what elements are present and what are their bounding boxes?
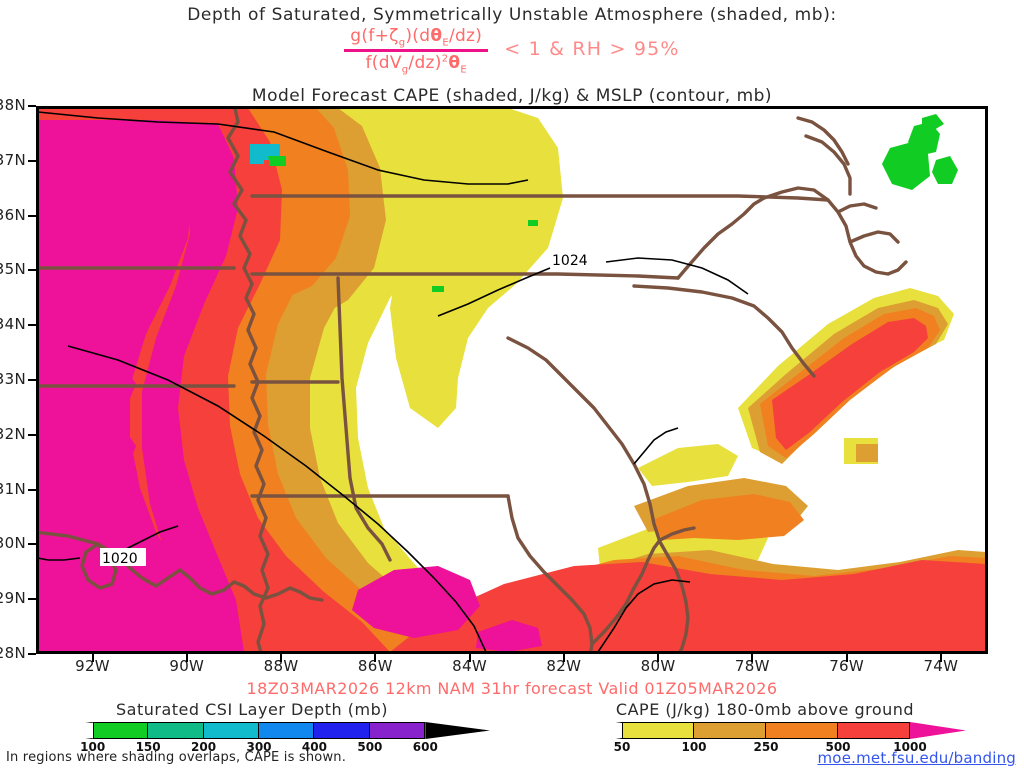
colorbar-segment[interactable] xyxy=(92,722,149,739)
lon-tick-label: 92W xyxy=(75,657,110,675)
colorbar-tick-label: 500 xyxy=(825,740,851,754)
colorbar-tick-label: 200 xyxy=(191,740,217,754)
lat-tick-mark xyxy=(28,105,36,107)
lat-tick-label: 35N xyxy=(0,260,26,279)
colorbar-segment[interactable] xyxy=(766,722,838,739)
lon-tick-label: 84W xyxy=(452,657,487,675)
lon-tick-mark xyxy=(468,654,471,662)
lon-tick-label: 86W xyxy=(357,657,393,675)
lat-tick-mark xyxy=(28,379,36,381)
lon-tick-mark xyxy=(280,654,283,662)
colorbar-tick-label: 300 xyxy=(246,740,272,754)
lat-tick-label: 33N xyxy=(0,370,26,388)
lat-tick-mark xyxy=(28,433,36,436)
lon-tick-label: 74W xyxy=(923,657,959,675)
lat-tick-label: 28N xyxy=(0,644,26,662)
colorbar-tick-label: 100 xyxy=(80,740,106,754)
lat-tick-mark xyxy=(28,159,36,162)
source-url-link[interactable]: moe.met.fsu.edu/banding xyxy=(817,749,1016,767)
formula-condition: < 1 & RH > 95% xyxy=(504,37,680,60)
lat-tick-mark xyxy=(28,324,36,327)
colorbar-tick-label: 50 xyxy=(613,740,631,754)
colorbar-segment[interactable] xyxy=(314,722,370,739)
lat-tick-mark xyxy=(28,653,36,655)
csi-colorbar[interactable] xyxy=(28,722,490,739)
map-plot-area[interactable]: 1024 1020 xyxy=(36,106,988,654)
lon-tick-label: 80W xyxy=(640,657,676,675)
lon-tick-mark xyxy=(374,654,377,662)
colorbar-segment[interactable] xyxy=(259,722,315,739)
cape-colorbar[interactable] xyxy=(566,722,966,739)
lat-tick-mark xyxy=(28,269,36,272)
lon-tick-mark xyxy=(657,654,660,662)
colorbar-tick-label: 1000 xyxy=(893,740,927,754)
forecast-timestamp: 18Z03MAR2026 12km NAM 31hr forecast Vali… xyxy=(246,679,778,698)
lat-tick-label: 29N xyxy=(0,589,26,608)
colorbar-left-arrow-outline xyxy=(566,722,622,739)
colorbar-tick-label: 150 xyxy=(135,740,161,754)
colorbar-segment[interactable] xyxy=(148,722,204,739)
formula-fraction: g(f+ζg)(dθE/dz) f(dVg/dz)2θE xyxy=(344,26,489,76)
formula-denominator: f(dVg/dz)2θE xyxy=(365,53,467,76)
lat-tick-label: 32N xyxy=(0,424,26,443)
page-subtitle: Model Forecast CAPE (shaded, J/kg) & MSL… xyxy=(251,86,773,106)
colorbar-right-arrow xyxy=(425,722,490,739)
lon-tick-label: 78W xyxy=(734,657,770,675)
overlap-note: In regions where shading overlaps, CAPE … xyxy=(6,750,347,765)
contour-label-1024: 1024 xyxy=(552,253,588,269)
lon-tick-label: 88W xyxy=(263,657,299,675)
colorbar-outline xyxy=(92,722,426,739)
formula-numerator: g(f+ζg)(dθE/dz) xyxy=(350,26,483,49)
colorbar-right-arrow xyxy=(910,722,966,739)
csi-shading xyxy=(250,114,958,292)
lat-tick-label: 30N xyxy=(0,534,26,553)
map-svg: 1024 1020 xyxy=(38,108,986,652)
lat-tick-mark xyxy=(28,543,36,546)
lon-tick-mark xyxy=(91,654,94,662)
mslp-contours xyxy=(38,111,749,652)
colorbar-segment[interactable] xyxy=(694,722,766,739)
lat-tick-mark xyxy=(28,598,36,601)
lat-tick-label: 37N xyxy=(0,150,26,169)
lat-tick-label: 31N xyxy=(0,479,26,498)
csi-colorbar-title: Saturated CSI Layer Depth (mb) xyxy=(116,700,388,719)
colorbar-tick-label: 100 xyxy=(681,740,707,754)
lat-tick-label: 38N xyxy=(0,96,26,114)
cape-colorbar-title: CAPE (J/kg) 180-0mb above ground xyxy=(615,700,915,719)
contour-label-1020: 1020 xyxy=(102,551,138,567)
page-title: Depth of Saturated, Symmetrically Unstab… xyxy=(187,5,837,25)
colorbar-tick-label: 250 xyxy=(753,740,779,754)
colorbar-segment[interactable] xyxy=(203,722,259,739)
lon-tick-label: 76W xyxy=(829,657,865,675)
lon-tick-mark xyxy=(939,654,942,662)
cape-band-1000 xyxy=(38,120,542,652)
contour-labels: 1024 1020 xyxy=(100,250,596,567)
lat-tick-label: 34N xyxy=(0,315,26,334)
lon-tick-mark xyxy=(562,654,565,662)
colorbar-segment[interactable] xyxy=(622,722,694,739)
lon-tick-label: 90W xyxy=(169,657,205,675)
lon-tick-mark xyxy=(845,654,848,662)
lon-tick-label: 82W xyxy=(546,657,582,675)
colorbar-tick-label: 500 xyxy=(357,740,383,754)
colorbar-outline xyxy=(622,722,910,739)
colorbar-left-arrow-outline xyxy=(28,722,93,739)
lat-tick-label: 36N xyxy=(0,205,26,224)
lat-tick-mark xyxy=(28,214,36,217)
csi-formula: g(f+ζg)(dθE/dz) f(dVg/dz)2θE < 1 & RH > … xyxy=(0,26,1024,76)
lon-tick-mark xyxy=(751,654,754,662)
colorbar-tick-label: 600 xyxy=(412,740,438,754)
colorbar-tick-label: 400 xyxy=(301,740,327,754)
lat-tick-mark xyxy=(28,488,36,491)
lon-tick-mark xyxy=(185,654,188,662)
formula-fraction-bar xyxy=(344,49,489,53)
